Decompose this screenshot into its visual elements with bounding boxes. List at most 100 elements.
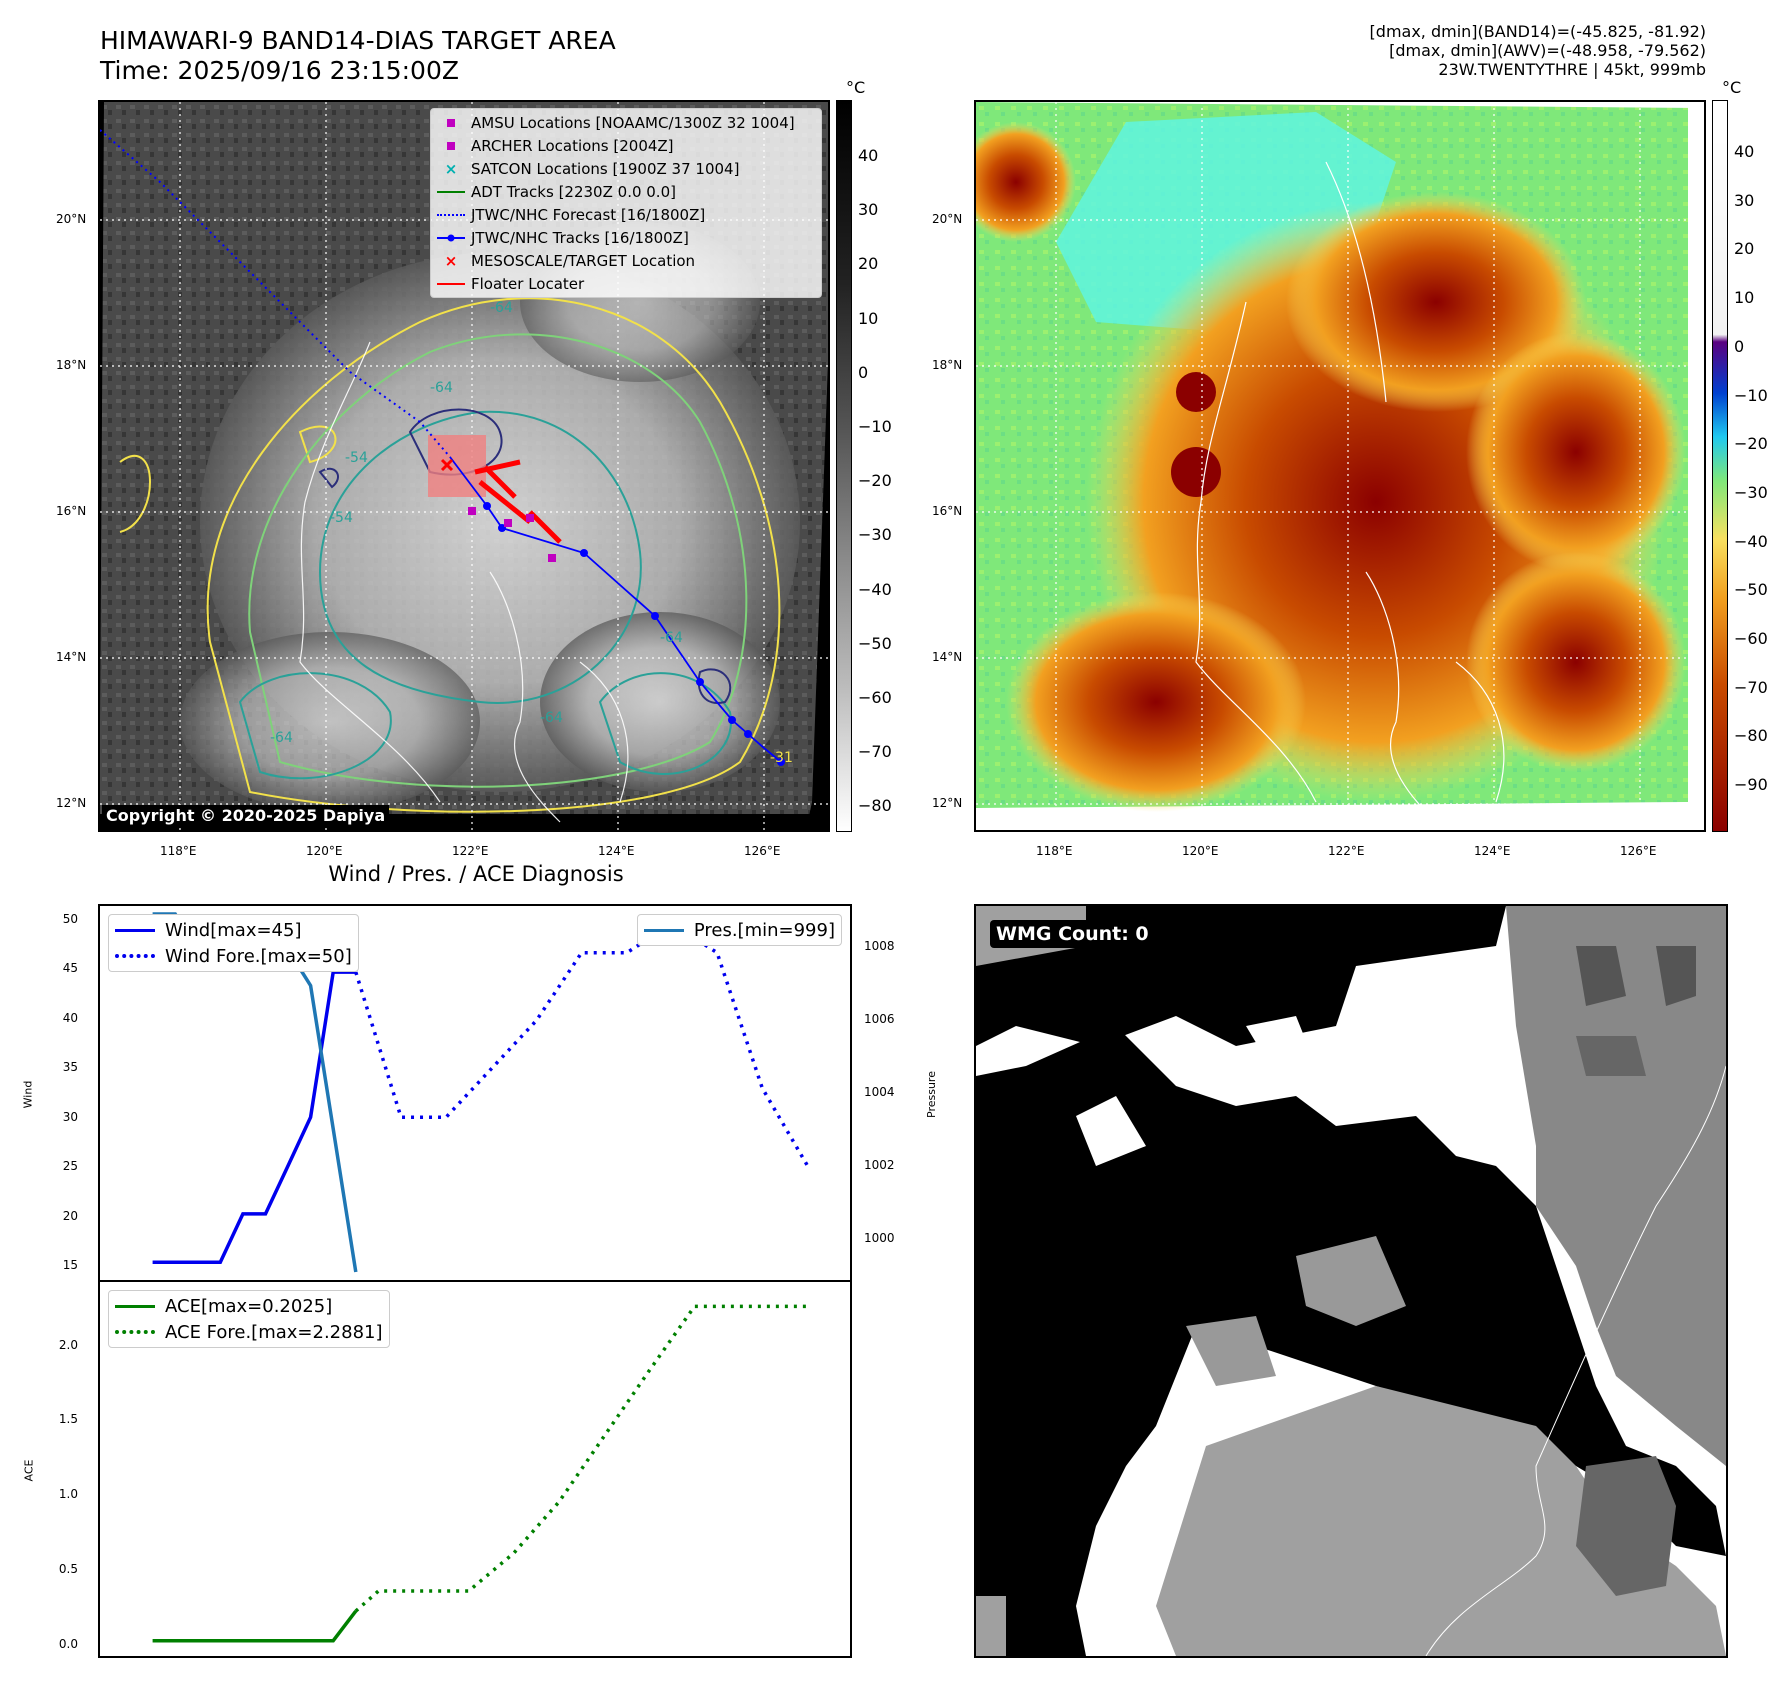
- lat-tick: 16°N: [56, 504, 87, 518]
- pressure-tick: 1002: [864, 1158, 895, 1173]
- diagnosis-title: Wind / Pres. / ACE Diagnosis: [328, 862, 624, 886]
- lon-tick: 124°E: [1474, 844, 1511, 858]
- wind-forecast-series-line: [354, 921, 809, 1167]
- ace-tick: 2.0: [58, 1337, 78, 1352]
- ace-plot: [152, 1304, 808, 1643]
- colorbar-tick: 40: [858, 146, 879, 165]
- ir-colorbar-unit: °C: [846, 78, 866, 97]
- ace-tick: 0.5: [58, 1561, 78, 1576]
- legend-label: Wind[max=45]: [165, 919, 302, 941]
- solid-line-icon: [115, 928, 155, 932]
- wmg-panel: WMG Count: 0: [974, 904, 1728, 1658]
- lon-tick: 126°E: [1620, 844, 1657, 858]
- legend-label: JTWC/NHC Forecast [16/1800Z]: [471, 205, 706, 224]
- wind-tick: 25: [62, 1159, 78, 1174]
- colorbar-tick: 30: [858, 200, 879, 220]
- colorbar-tick: 0: [1734, 336, 1745, 356]
- legend-label: Floater Locater: [471, 274, 585, 293]
- legend-item-jtwc-forecast: JTWC/NHC Forecast [16/1800Z]: [431, 203, 821, 226]
- ir-satellite-panel: -64 -64 -64 -64 -54 -54 -64 -31 AMSU Loc…: [98, 100, 830, 832]
- colorbar-tick: −40: [858, 579, 892, 599]
- lon-tick: 120°E: [306, 844, 343, 858]
- legend-item-ace-fore: ACE Fore.[max=2.2881]: [115, 1319, 383, 1345]
- lon-tick: 118°E: [160, 844, 197, 858]
- wind-tick: 40: [62, 1010, 78, 1025]
- contour-label: -64: [660, 630, 683, 646]
- lon-tick: 124°E: [598, 844, 635, 858]
- wind-tick: 50: [62, 911, 78, 926]
- floater-locater: [474, 459, 562, 544]
- square-icon: [431, 141, 471, 150]
- colorbar-tick: 40: [1734, 142, 1755, 161]
- colorbar-tick: 10: [1734, 288, 1755, 308]
- legend-item-satcon: × SATCON Locations [1900Z 37 1004]: [431, 157, 821, 180]
- dotted-line-icon: [115, 954, 155, 958]
- wind-tick: 20: [62, 1208, 78, 1223]
- colorbar-tick: 10: [858, 308, 879, 328]
- colorbar-tick: −70: [1734, 677, 1768, 697]
- contour-label: -64: [540, 710, 563, 726]
- lat-tick: 12°N: [932, 796, 963, 810]
- wmg-count-label: WMG Count: 0: [990, 920, 1155, 948]
- wmg-image: [976, 906, 1726, 1656]
- lat-tick: 20°N: [932, 212, 963, 226]
- contour-label: -31: [770, 750, 793, 766]
- colorbar-tick: −70: [858, 742, 892, 762]
- chart-title-line1: HIMAWARI-9 BAND14-DIAS TARGET AREA: [100, 26, 616, 55]
- lon-tick: 126°E: [744, 844, 781, 858]
- lon-tick: 120°E: [1182, 844, 1219, 858]
- wind-tick: 35: [62, 1060, 78, 1075]
- wind-axis-label: Wind: [21, 1080, 35, 1109]
- pressure-tick: 1000: [864, 1231, 895, 1246]
- line-icon: [431, 282, 471, 285]
- legend-label: ACE Fore.[max=2.2881]: [165, 1321, 383, 1343]
- contour-label: -54: [330, 510, 353, 526]
- lat-tick: 18°N: [56, 358, 87, 372]
- lat-tick: 14°N: [56, 650, 87, 664]
- x-marker-icon: ×: [444, 251, 458, 270]
- legend-label: JTWC/NHC Tracks [16/1800Z]: [471, 228, 689, 247]
- lat-tick: 14°N: [932, 650, 963, 664]
- legend-item-archer: ARCHER Locations [2004Z]: [431, 134, 821, 157]
- colorbar-tick: −80: [858, 796, 892, 816]
- contour-label: -64: [490, 300, 513, 316]
- legend-item-amsu: AMSU Locations [NOAAMC/1300Z 32 1004]: [431, 111, 821, 134]
- legend-item-wind-fore: Wind Fore.[max=50]: [115, 943, 352, 969]
- jtwc-track: [449, 456, 782, 763]
- colorbar-tick: −20: [1734, 434, 1768, 454]
- legend-item-jtwc-tracks: JTWC/NHC Tracks [16/1800Z]: [431, 226, 821, 249]
- wind-pressure-chart: Wind[max=45] Wind Fore.[max=50] Pres.[mi…: [98, 904, 852, 1282]
- line-icon: [431, 190, 471, 193]
- wind-series-line: [152, 970, 356, 1265]
- contour-label: -64: [430, 380, 453, 396]
- pressure-tick: 1006: [864, 1011, 895, 1026]
- ace-chart: ACE[max=0.2025] ACE Fore.[max=2.2881]: [98, 1280, 852, 1658]
- colorbar-tick: −50: [1734, 580, 1768, 600]
- info-line3: 23W.TWENTYTHRE | 45kt, 999mb: [1438, 60, 1706, 79]
- ir-colorbar: [836, 100, 852, 832]
- ace-tick: 1.0: [58, 1487, 78, 1502]
- colorbar-tick: −60: [1734, 629, 1768, 648]
- awv-satellite-panel: [974, 100, 1706, 832]
- colorbar-tick: −20: [858, 471, 892, 491]
- lon-tick: 122°E: [452, 844, 489, 858]
- dot-line-icon: [431, 233, 471, 243]
- lon-tick: 122°E: [1328, 844, 1365, 858]
- jtwc-forecast-track: [100, 129, 451, 458]
- ir-legend: AMSU Locations [NOAAMC/1300Z 32 1004] AR…: [430, 108, 822, 298]
- colorbar-tick: −10: [858, 417, 892, 436]
- colorbar-tick: −90: [1734, 775, 1768, 795]
- legend-label: ACE[max=0.2025]: [165, 1295, 333, 1317]
- legend-label: MESOSCALE/TARGET Location: [471, 251, 696, 270]
- legend-label: Wind Fore.[max=50]: [165, 945, 352, 967]
- ace-tick: 1.5: [58, 1412, 78, 1427]
- legend-item-mesoscale: × MESOSCALE/TARGET Location: [431, 249, 821, 272]
- legend-item-adt: ADT Tracks [2230Z 0.0 0.0]: [431, 180, 821, 203]
- pressure-axis-label: Pressure: [924, 1071, 938, 1118]
- legend-label: ADT Tracks [2230Z 0.0 0.0]: [471, 182, 676, 201]
- lat-tick: 16°N: [932, 504, 963, 518]
- wind-tick: 15: [62, 1258, 78, 1273]
- colorbar-tick: 30: [1734, 190, 1755, 210]
- legend-label: SATCON Locations [1900Z 37 1004]: [471, 159, 740, 178]
- wind-tick: 45: [62, 961, 78, 976]
